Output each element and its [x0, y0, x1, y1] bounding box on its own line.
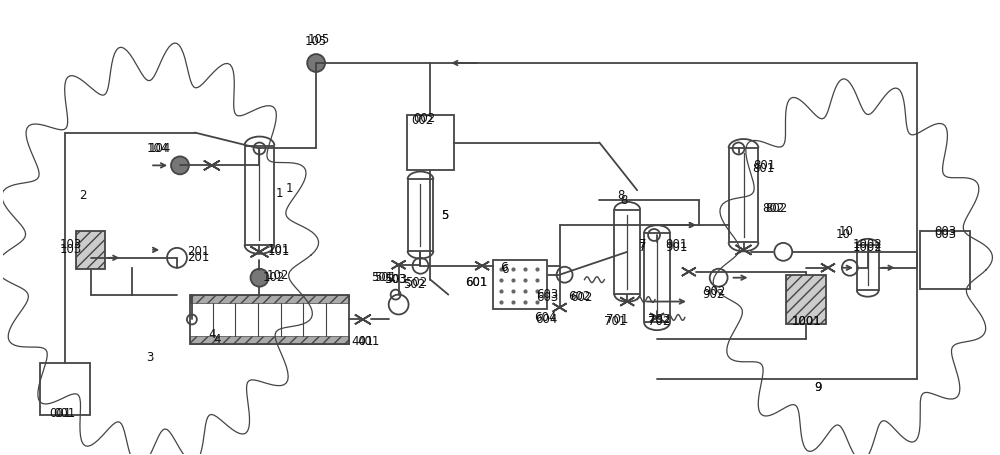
Text: 604: 604 — [536, 313, 558, 326]
Text: 105: 105 — [308, 33, 330, 46]
Text: 4: 4 — [208, 328, 216, 341]
Text: 502: 502 — [405, 276, 428, 289]
Text: 701: 701 — [606, 313, 628, 326]
Text: 3: 3 — [146, 351, 154, 364]
Text: 9: 9 — [814, 380, 822, 394]
Text: 5: 5 — [441, 208, 448, 222]
Text: 10: 10 — [838, 226, 853, 238]
Bar — [614, 210, 640, 294]
Text: 7: 7 — [639, 238, 647, 252]
Text: 603: 603 — [537, 288, 559, 301]
Text: 802: 802 — [762, 202, 784, 215]
Bar — [76, 231, 105, 269]
Circle shape — [307, 54, 325, 72]
Text: 003: 003 — [934, 226, 956, 238]
Text: 901: 901 — [666, 241, 688, 254]
Bar — [857, 245, 879, 290]
Text: 103: 103 — [60, 243, 82, 256]
Text: 103: 103 — [60, 238, 82, 252]
Text: 501: 501 — [372, 271, 394, 284]
Text: 101: 101 — [268, 243, 291, 256]
Bar — [245, 146, 274, 245]
Text: 102: 102 — [262, 271, 285, 284]
Text: 2: 2 — [79, 189, 86, 202]
Text: 1: 1 — [286, 182, 293, 195]
Text: 8: 8 — [621, 194, 628, 207]
Text: 601: 601 — [465, 276, 487, 289]
Text: 002: 002 — [413, 112, 436, 125]
Text: 1: 1 — [276, 187, 283, 200]
Text: 201: 201 — [187, 251, 209, 264]
Text: 702: 702 — [648, 315, 670, 328]
Text: 104: 104 — [149, 142, 171, 155]
Bar — [190, 336, 349, 344]
Text: 001: 001 — [50, 407, 72, 420]
Circle shape — [251, 269, 268, 287]
Text: 902: 902 — [703, 285, 726, 298]
Text: 604: 604 — [535, 311, 557, 324]
Text: 104: 104 — [147, 142, 169, 155]
Text: 502: 502 — [403, 278, 426, 291]
Text: 901: 901 — [666, 238, 688, 252]
Text: 7: 7 — [639, 241, 647, 254]
Text: 602: 602 — [570, 291, 593, 304]
Bar — [407, 115, 454, 170]
Bar — [190, 294, 349, 303]
Text: 1001: 1001 — [791, 315, 821, 328]
Text: 501: 501 — [375, 271, 397, 284]
Text: 201: 201 — [187, 245, 209, 258]
Text: 101: 101 — [268, 245, 291, 258]
Bar — [408, 179, 433, 251]
Text: 9: 9 — [814, 380, 822, 394]
Text: 401: 401 — [358, 335, 380, 348]
Text: 4: 4 — [213, 333, 220, 346]
Text: 401: 401 — [352, 335, 374, 348]
Text: 601: 601 — [465, 276, 487, 289]
Text: 6: 6 — [501, 263, 509, 276]
Text: 10: 10 — [835, 228, 850, 242]
Text: 701: 701 — [604, 315, 626, 328]
Text: 802: 802 — [765, 202, 787, 215]
Bar — [786, 275, 826, 324]
Text: 003: 003 — [934, 228, 956, 242]
Text: 1002: 1002 — [853, 238, 883, 252]
Text: 702: 702 — [648, 313, 670, 326]
Text: 801: 801 — [752, 162, 775, 175]
Text: 002: 002 — [411, 114, 434, 127]
Bar — [920, 231, 970, 288]
Text: 603: 603 — [537, 291, 559, 304]
Text: 902: 902 — [702, 288, 725, 301]
Bar — [729, 148, 758, 243]
Text: 503: 503 — [385, 273, 407, 286]
Text: 6: 6 — [500, 261, 508, 274]
Bar — [493, 260, 547, 309]
Text: 801: 801 — [753, 159, 776, 172]
Text: 5: 5 — [441, 208, 448, 222]
Text: 602: 602 — [568, 290, 591, 303]
Bar — [40, 363, 90, 415]
Text: 001: 001 — [54, 407, 76, 420]
Text: 102: 102 — [266, 269, 289, 282]
Text: 1001: 1001 — [791, 315, 821, 328]
Text: 503: 503 — [386, 273, 408, 286]
Text: 105: 105 — [305, 35, 327, 48]
Bar — [644, 233, 670, 323]
Circle shape — [171, 157, 189, 174]
Text: 1002: 1002 — [853, 241, 883, 254]
Text: 8: 8 — [618, 189, 625, 202]
Bar — [190, 294, 349, 344]
